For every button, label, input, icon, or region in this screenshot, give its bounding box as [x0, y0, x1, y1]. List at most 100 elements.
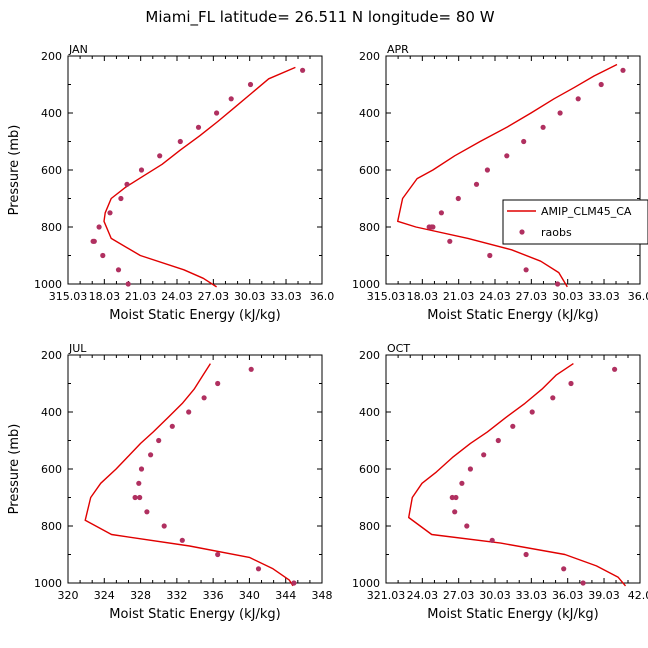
obs-point: [107, 210, 113, 216]
legend-box: [502, 199, 648, 245]
obs-point: [495, 437, 501, 444]
obs-point: [430, 224, 436, 230]
y-tick-label: 1000: [34, 577, 62, 590]
obs-point: [523, 267, 529, 273]
obs-point: [228, 96, 234, 102]
y-tick-label: 600: [359, 463, 380, 476]
panel-jan: JAN 315.03 18.03 21.03 24.03 27.03 30.03 33.03 3…: [7, 43, 334, 323]
obs-point: [561, 566, 567, 572]
y-tick-label: 200: [41, 349, 62, 362]
obs-point: [487, 252, 493, 259]
x-tick-label: 42.0: [628, 589, 648, 602]
x-tick-label: 30.03: [479, 589, 511, 602]
obs-point: [489, 537, 495, 543]
obs-point: [438, 210, 444, 216]
x-tick-label: 332: [166, 589, 187, 602]
x-tick-label: 21.03: [443, 290, 475, 303]
y-tick-label: 400: [359, 107, 380, 120]
x-tick-label: 36.03: [552, 589, 584, 602]
legend-model-label: AMIP_CLM45_CA: [541, 205, 632, 218]
y-axis-title: Pressure (mb): [7, 424, 22, 515]
obs-point: [144, 509, 150, 515]
x-tick-label: 24.03: [479, 290, 511, 303]
obs-point: [195, 124, 202, 130]
x-axis-title: Moist Static Energy (kJ/kg): [109, 607, 280, 622]
plot-frame: [67, 55, 323, 285]
x-tick-label: 344: [275, 589, 296, 602]
y-tick-label: 200: [359, 50, 380, 63]
series-line-model: [103, 66, 296, 288]
legend: AMIP_CLM45_CA raobs: [502, 199, 648, 245]
obs-point: [124, 181, 130, 187]
x-tick-label: 18.03: [89, 290, 121, 303]
x-tick-label: 348: [312, 589, 333, 602]
obs-point: [137, 494, 143, 501]
plot-frame: [385, 354, 641, 584]
obs-point: [580, 580, 586, 586]
obs-point: [447, 238, 453, 244]
obs-point: [96, 224, 102, 230]
obs-point: [100, 252, 106, 259]
x-tick-label: 315.03: [367, 290, 406, 303]
obs-point: [612, 366, 618, 372]
figure-title: Miami_FL latitude= 26.511 N longitude= 8…: [145, 8, 494, 27]
x-tick-label: 30.03: [234, 290, 266, 303]
obs-point: [156, 437, 162, 444]
obs-point: [464, 523, 470, 529]
y-axis-title: Pressure (mb): [7, 125, 22, 216]
x-tick-label: 33.03: [588, 290, 620, 303]
y-tick-label: 400: [359, 406, 380, 419]
obs-point: [138, 167, 145, 173]
obs-point: [255, 566, 262, 572]
obs-point: [169, 423, 175, 429]
obs-point: [300, 67, 306, 73]
obs-point: [179, 537, 185, 543]
obs-point: [248, 366, 254, 372]
obs-point: [452, 509, 458, 515]
x-tick-label: 39.03: [588, 589, 620, 602]
x-tick-label: 27.03: [516, 290, 548, 303]
panel-title: JAN: [68, 43, 88, 56]
obs-point: [138, 466, 145, 472]
obs-point: [529, 409, 535, 415]
x-tick-label: 27.03: [198, 290, 230, 303]
y-tick-label: 1000: [352, 278, 380, 291]
y-tick-label: 1000: [34, 278, 62, 291]
obs-point: [132, 494, 138, 501]
y-tick-label: 800: [359, 520, 380, 533]
y-tick-label: 800: [359, 221, 380, 234]
x-tick-label: 36.0: [310, 290, 335, 303]
obs-point: [481, 452, 487, 458]
obs-point: [291, 580, 297, 586]
obs-point: [148, 452, 154, 458]
x-tick-label: 24.03: [161, 290, 193, 303]
x-tick-label: 336: [203, 589, 224, 602]
obs-point: [247, 81, 254, 88]
x-tick-label: 18.03: [407, 290, 439, 303]
obs-point: [118, 195, 124, 202]
obs-point: [467, 466, 473, 472]
y-tick-label: 600: [359, 164, 380, 177]
obs-point: [555, 281, 561, 287]
x-tick-label: 33.03: [516, 589, 548, 602]
x-tick-label: 21.03: [125, 290, 157, 303]
obs-point: [449, 494, 455, 501]
plot-frame: [67, 354, 323, 584]
y-tick-label: 800: [41, 520, 62, 533]
y-tick-label: 200: [359, 349, 380, 362]
obs-point: [136, 480, 142, 486]
panel-apr: APR 315.03 18.03 21.03 24.03 27.03 30.03 33.03 3…: [352, 43, 648, 323]
obs-point: [504, 153, 510, 159]
x-tick-label: 328: [130, 589, 151, 602]
x-tick-label: 315.03: [49, 290, 88, 303]
y-tick-label: 400: [41, 406, 62, 419]
obs-point: [568, 380, 574, 387]
x-tick-label: 24.03: [407, 589, 439, 602]
y-tick-label: 600: [41, 463, 62, 476]
obs-point: [484, 167, 490, 173]
obs-point: [523, 551, 529, 558]
x-axis-title: Moist Static Energy (kJ/kg): [427, 308, 598, 323]
y-tick-label: 1000: [352, 577, 380, 590]
x-tick-label: 30.03: [552, 290, 584, 303]
